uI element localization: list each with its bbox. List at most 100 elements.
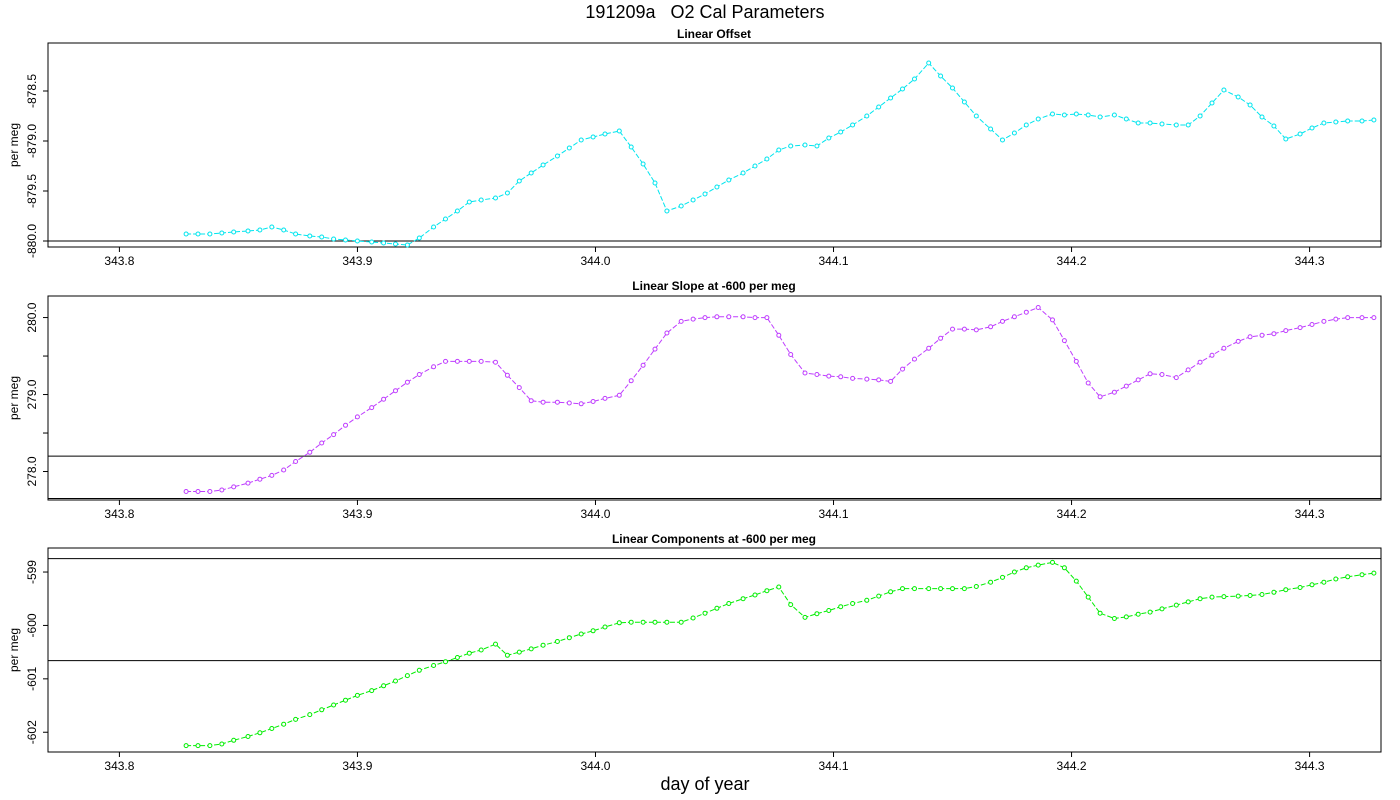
y-tick-label: -880.0 <box>25 224 39 258</box>
data-point <box>1147 371 1153 377</box>
data-point <box>354 414 360 420</box>
data-point <box>319 440 325 446</box>
data-point <box>1309 582 1315 588</box>
plot-frame <box>47 295 1382 501</box>
data-point <box>1085 380 1091 386</box>
data-point <box>1345 118 1351 124</box>
data-point <box>740 170 746 176</box>
data-point <box>1073 111 1079 117</box>
data-point <box>814 372 820 377</box>
data-point <box>912 76 917 82</box>
data-point <box>590 399 596 404</box>
data-point <box>183 489 189 494</box>
data-point <box>1309 125 1315 131</box>
y-axis-label: per meg <box>7 628 21 672</box>
data-point <box>702 610 708 616</box>
data-point <box>950 586 955 592</box>
panel-title: Linear Slope at -600 per meg <box>632 279 795 293</box>
data-point <box>726 177 732 183</box>
data-point <box>850 601 856 606</box>
data-point <box>1297 131 1303 137</box>
data-point <box>1221 345 1227 351</box>
x-tick-label: 343.8 <box>104 254 134 268</box>
data-point <box>1235 338 1241 344</box>
data-point <box>343 237 348 243</box>
plot-frame <box>47 42 1382 248</box>
data-point <box>900 586 905 592</box>
data-point <box>195 489 201 494</box>
data-point <box>1050 317 1055 323</box>
y-tick-label: 280.0 <box>25 302 39 332</box>
data-point <box>616 128 622 134</box>
data-point <box>393 241 398 247</box>
data-point <box>752 592 758 598</box>
data-point <box>788 352 794 357</box>
data-point <box>740 596 746 602</box>
data-point <box>257 476 263 482</box>
data-point <box>1073 578 1079 584</box>
data-point <box>1259 592 1265 597</box>
data-point <box>690 316 696 322</box>
data-point <box>1111 389 1117 395</box>
data-point <box>1173 122 1179 128</box>
data-point <box>554 639 560 644</box>
data-point <box>466 199 472 205</box>
data-point <box>602 131 608 137</box>
data-point <box>1321 579 1327 585</box>
data-point <box>714 605 720 611</box>
data-point <box>1221 87 1227 93</box>
data-point <box>628 378 634 384</box>
data-point <box>293 716 299 722</box>
data-point <box>1359 572 1365 578</box>
data-point <box>307 233 313 239</box>
data-point <box>702 191 708 197</box>
data-point <box>826 135 832 141</box>
data-point <box>504 372 510 378</box>
data-point <box>1309 322 1315 327</box>
data-point <box>764 588 770 594</box>
data-point <box>319 234 325 240</box>
data-point <box>1135 611 1141 617</box>
data-point <box>850 122 856 128</box>
data-point <box>652 180 658 186</box>
data-point <box>702 315 708 321</box>
data-point <box>566 400 572 406</box>
data-point <box>1271 589 1277 595</box>
data-point <box>231 229 237 235</box>
data-point <box>850 375 856 381</box>
data-point <box>1259 332 1265 338</box>
data-point <box>802 142 808 148</box>
x-tick-label: 344.0 <box>580 507 610 521</box>
y-tick-label: 278.0 <box>25 456 39 486</box>
data-point <box>1061 338 1067 344</box>
data-point <box>590 134 596 140</box>
data-point <box>516 385 522 391</box>
data-point <box>381 240 387 246</box>
data-point <box>478 647 484 653</box>
data-point <box>257 730 263 736</box>
data-point <box>1235 593 1241 599</box>
data-point <box>1023 309 1029 315</box>
data-point <box>838 374 844 380</box>
data-point <box>864 597 870 603</box>
data-point <box>826 608 832 613</box>
data-point <box>864 376 870 382</box>
data-point <box>493 359 498 365</box>
data-point <box>1097 394 1103 400</box>
data-point <box>1359 315 1365 321</box>
data-point <box>1333 119 1339 125</box>
y-tick-label: -602 <box>25 720 39 744</box>
data-point <box>678 203 684 209</box>
data-point <box>888 95 894 101</box>
data-point <box>404 379 410 385</box>
data-point <box>431 364 437 370</box>
data-point <box>1035 305 1041 310</box>
data-point <box>1359 118 1365 124</box>
data-point <box>269 726 275 731</box>
data-point <box>628 144 634 150</box>
data-point <box>616 392 622 398</box>
x-tick-label: 344.0 <box>580 759 610 773</box>
data-point <box>1000 574 1005 580</box>
data-point <box>516 649 522 655</box>
data-point <box>1147 609 1153 615</box>
